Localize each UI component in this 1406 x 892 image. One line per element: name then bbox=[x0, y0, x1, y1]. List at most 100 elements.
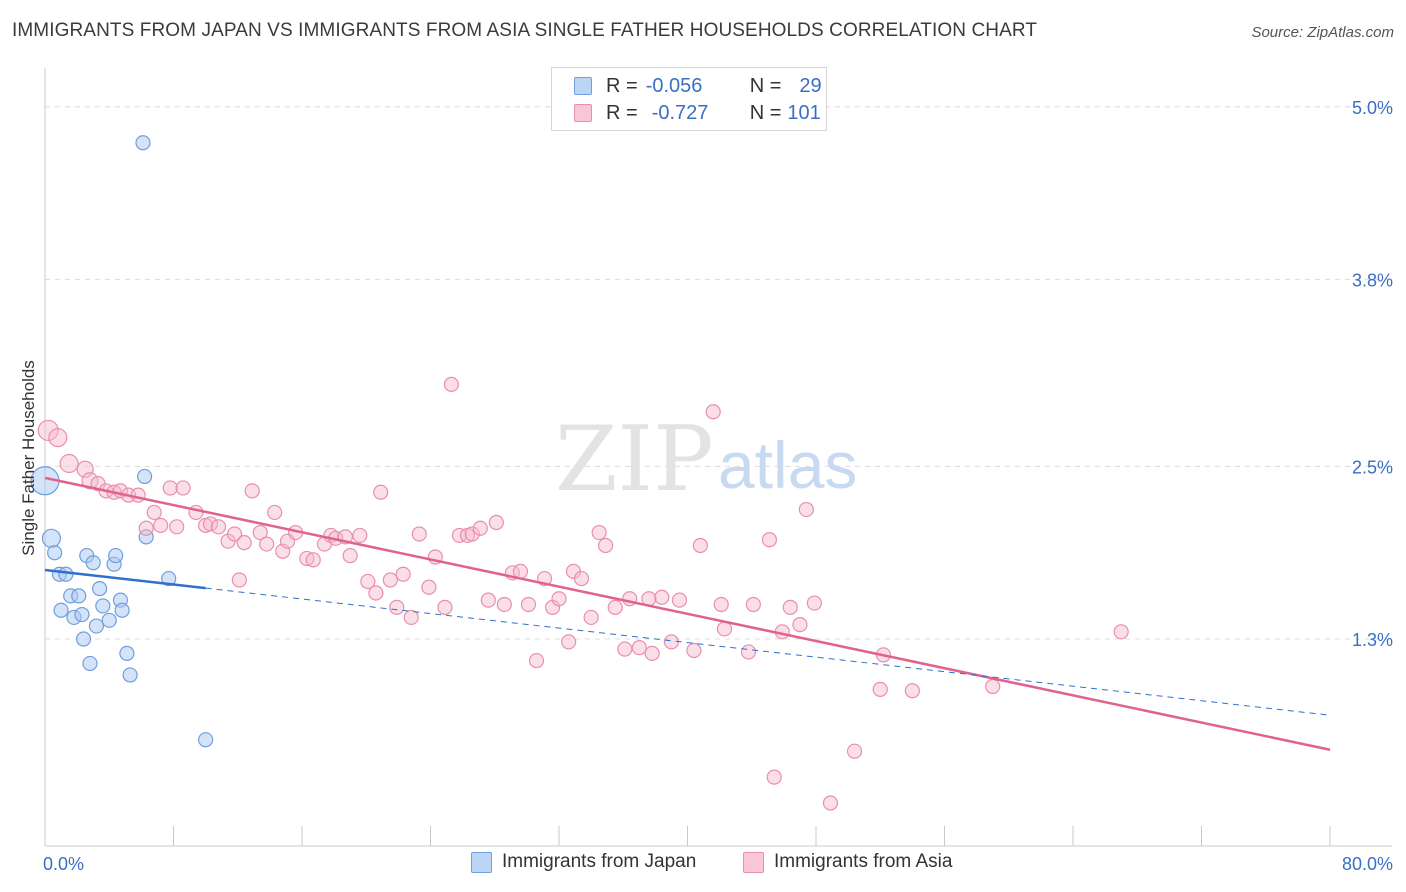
japan-point bbox=[95, 598, 111, 614]
japan-point bbox=[88, 618, 105, 634]
chart-title: IMMIGRANTS FROM JAPAN VS IMMIGRANTS FROM… bbox=[12, 20, 1038, 41]
japan-trend-line-extrapolated bbox=[205, 587, 1331, 716]
asia-point bbox=[607, 599, 623, 615]
asia-point bbox=[745, 596, 761, 613]
asia-point bbox=[806, 595, 822, 611]
y-tick-label: 1.3% bbox=[1352, 630, 1393, 650]
watermark: ZIP atlas bbox=[555, 407, 857, 512]
asia-point bbox=[631, 640, 647, 656]
asia-point bbox=[403, 609, 419, 626]
asia-point bbox=[822, 795, 839, 811]
asia-point bbox=[130, 487, 146, 503]
asia-point bbox=[713, 596, 729, 613]
asia-point bbox=[904, 683, 920, 699]
japan-point bbox=[58, 566, 74, 582]
asia-point bbox=[252, 524, 268, 541]
japan-point bbox=[136, 468, 153, 485]
legend-n-value: 101 bbox=[787, 101, 821, 124]
japan-point bbox=[198, 732, 214, 748]
asia-point bbox=[267, 504, 283, 521]
japan-point bbox=[53, 602, 69, 618]
x-tick-label-min: 0.0% bbox=[43, 854, 84, 874]
asia-point bbox=[162, 480, 178, 496]
asia-point bbox=[202, 516, 219, 532]
asia-point bbox=[153, 517, 169, 533]
asia-point bbox=[654, 589, 670, 605]
legend-r-label: R = bbox=[606, 101, 638, 124]
watermark-zip: ZIP bbox=[555, 407, 714, 512]
asia-point bbox=[368, 585, 384, 601]
asia-point bbox=[382, 572, 398, 588]
asia-point bbox=[671, 592, 688, 608]
asia-point bbox=[443, 376, 459, 392]
asia-point bbox=[496, 596, 512, 613]
japan-point bbox=[74, 606, 90, 623]
asia-point bbox=[846, 743, 863, 759]
japan-point bbox=[101, 612, 117, 628]
asia-point bbox=[231, 572, 247, 588]
asia-point bbox=[244, 483, 260, 499]
japan-point bbox=[85, 555, 101, 571]
grid-lines bbox=[45, 106, 1392, 640]
asia-point bbox=[782, 599, 798, 615]
legend-r-value: -0.056 bbox=[645, 74, 703, 97]
japan-point bbox=[71, 588, 87, 604]
asia-point bbox=[617, 641, 633, 657]
series-japan-points bbox=[30, 135, 214, 748]
bottom-legend-japan: Immigrants from Japan bbox=[471, 851, 696, 873]
asia-point bbox=[792, 617, 808, 633]
asia-point bbox=[472, 520, 488, 536]
asia-point bbox=[373, 484, 389, 500]
japan-point bbox=[161, 570, 177, 587]
asia-point bbox=[528, 652, 545, 669]
asia-point bbox=[146, 504, 162, 521]
asia-point bbox=[259, 536, 275, 552]
asia-point bbox=[686, 642, 702, 659]
asia-point bbox=[169, 519, 185, 535]
asia-point bbox=[591, 524, 607, 541]
asia-point bbox=[138, 520, 154, 536]
asia-point bbox=[188, 504, 204, 521]
asia-point bbox=[480, 592, 496, 608]
bottom-legend-label-asia: Immigrants from Asia bbox=[774, 851, 953, 872]
asia-point bbox=[705, 404, 721, 420]
asia-point bbox=[395, 566, 411, 582]
asia-point bbox=[716, 621, 733, 637]
asia-point bbox=[1113, 624, 1129, 640]
asia-point bbox=[985, 678, 1001, 695]
legend-n-label: N = bbox=[749, 74, 782, 97]
legend-n-value: 29 bbox=[799, 74, 822, 97]
asia-point bbox=[81, 472, 99, 490]
asia-point bbox=[761, 532, 778, 548]
y-tick-label: 5.0% bbox=[1352, 98, 1393, 118]
bottom-legend-label-japan: Immigrants from Japan bbox=[502, 851, 697, 872]
asia-point bbox=[766, 769, 782, 785]
japan-point bbox=[108, 547, 124, 564]
asia-point bbox=[464, 526, 480, 542]
asia-point bbox=[798, 501, 814, 518]
x-tick-label-max: 80.0% bbox=[1342, 854, 1393, 874]
y-tick-label: 2.5% bbox=[1352, 457, 1393, 477]
bottom-legend-swatch-japan bbox=[471, 851, 492, 873]
asia-point bbox=[872, 681, 888, 697]
y-axis-label: Single Father Households bbox=[19, 360, 38, 556]
japan-trend-line bbox=[44, 568, 206, 590]
tick-labels: 1.3% 2.5% 3.8% 5.0% 0.0% 80.0% bbox=[43, 98, 1393, 874]
asia-point bbox=[59, 453, 79, 474]
asia-point bbox=[389, 599, 405, 615]
japan-point bbox=[138, 529, 154, 545]
axes bbox=[44, 68, 1392, 847]
legend-r-label: R = bbox=[606, 74, 638, 97]
bottom-legend-swatch-asia bbox=[743, 851, 764, 873]
asia-point bbox=[583, 609, 599, 626]
japan-point bbox=[92, 581, 108, 597]
y-tick-label: 3.8% bbox=[1352, 270, 1393, 290]
asia-point bbox=[488, 514, 504, 531]
asia-point bbox=[236, 535, 252, 551]
watermark-atlas: atlas bbox=[718, 428, 857, 502]
series-asia-points bbox=[37, 376, 1129, 811]
japan-point bbox=[75, 631, 92, 647]
source-label: Source: ZipAtlas.com bbox=[1251, 24, 1394, 41]
asia-trend-line bbox=[44, 476, 1331, 751]
